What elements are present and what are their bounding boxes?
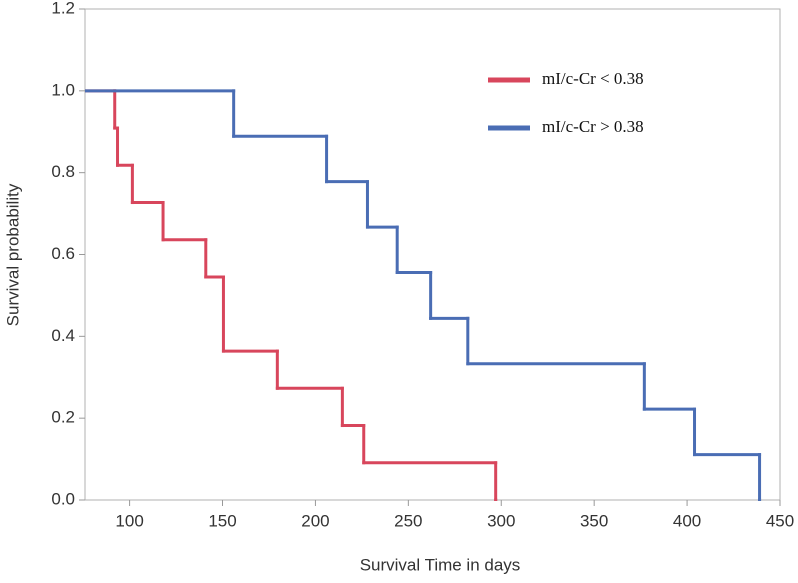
- y-tick-label: 0.8: [51, 162, 75, 181]
- legend: mI/c-Cr < 0.38 mI/c-Cr > 0.38: [488, 69, 644, 136]
- plot-frame: [84, 8, 781, 501]
- y-tick-label: 0.2: [51, 408, 75, 427]
- y-tick-label: 0.0: [51, 489, 75, 508]
- legend-label: mI/c-Cr < 0.38: [542, 69, 644, 88]
- x-tick-label: 300: [487, 511, 515, 530]
- x-tick-label: 250: [394, 511, 422, 530]
- x-tick-label: 350: [580, 511, 608, 530]
- y-tick-label: 0.4: [51, 326, 75, 345]
- y-tick-label: 1.0: [51, 80, 75, 99]
- x-tick-label: 100: [115, 511, 143, 530]
- x-tick-label: 150: [208, 511, 236, 530]
- y-tick-label: 1.2: [51, 0, 75, 17]
- y-tick-label: 0.6: [51, 244, 75, 263]
- x-tick-label: 450: [766, 511, 794, 530]
- y-axis-title: Survival probability: [3, 183, 22, 326]
- x-tick-label: 400: [673, 511, 701, 530]
- x-tick-label: 200: [301, 511, 329, 530]
- x-axis-title: Survival Time in days: [360, 555, 521, 574]
- legend-label: mI/c-Cr > 0.38: [542, 117, 644, 136]
- curves: [85, 89, 762, 501]
